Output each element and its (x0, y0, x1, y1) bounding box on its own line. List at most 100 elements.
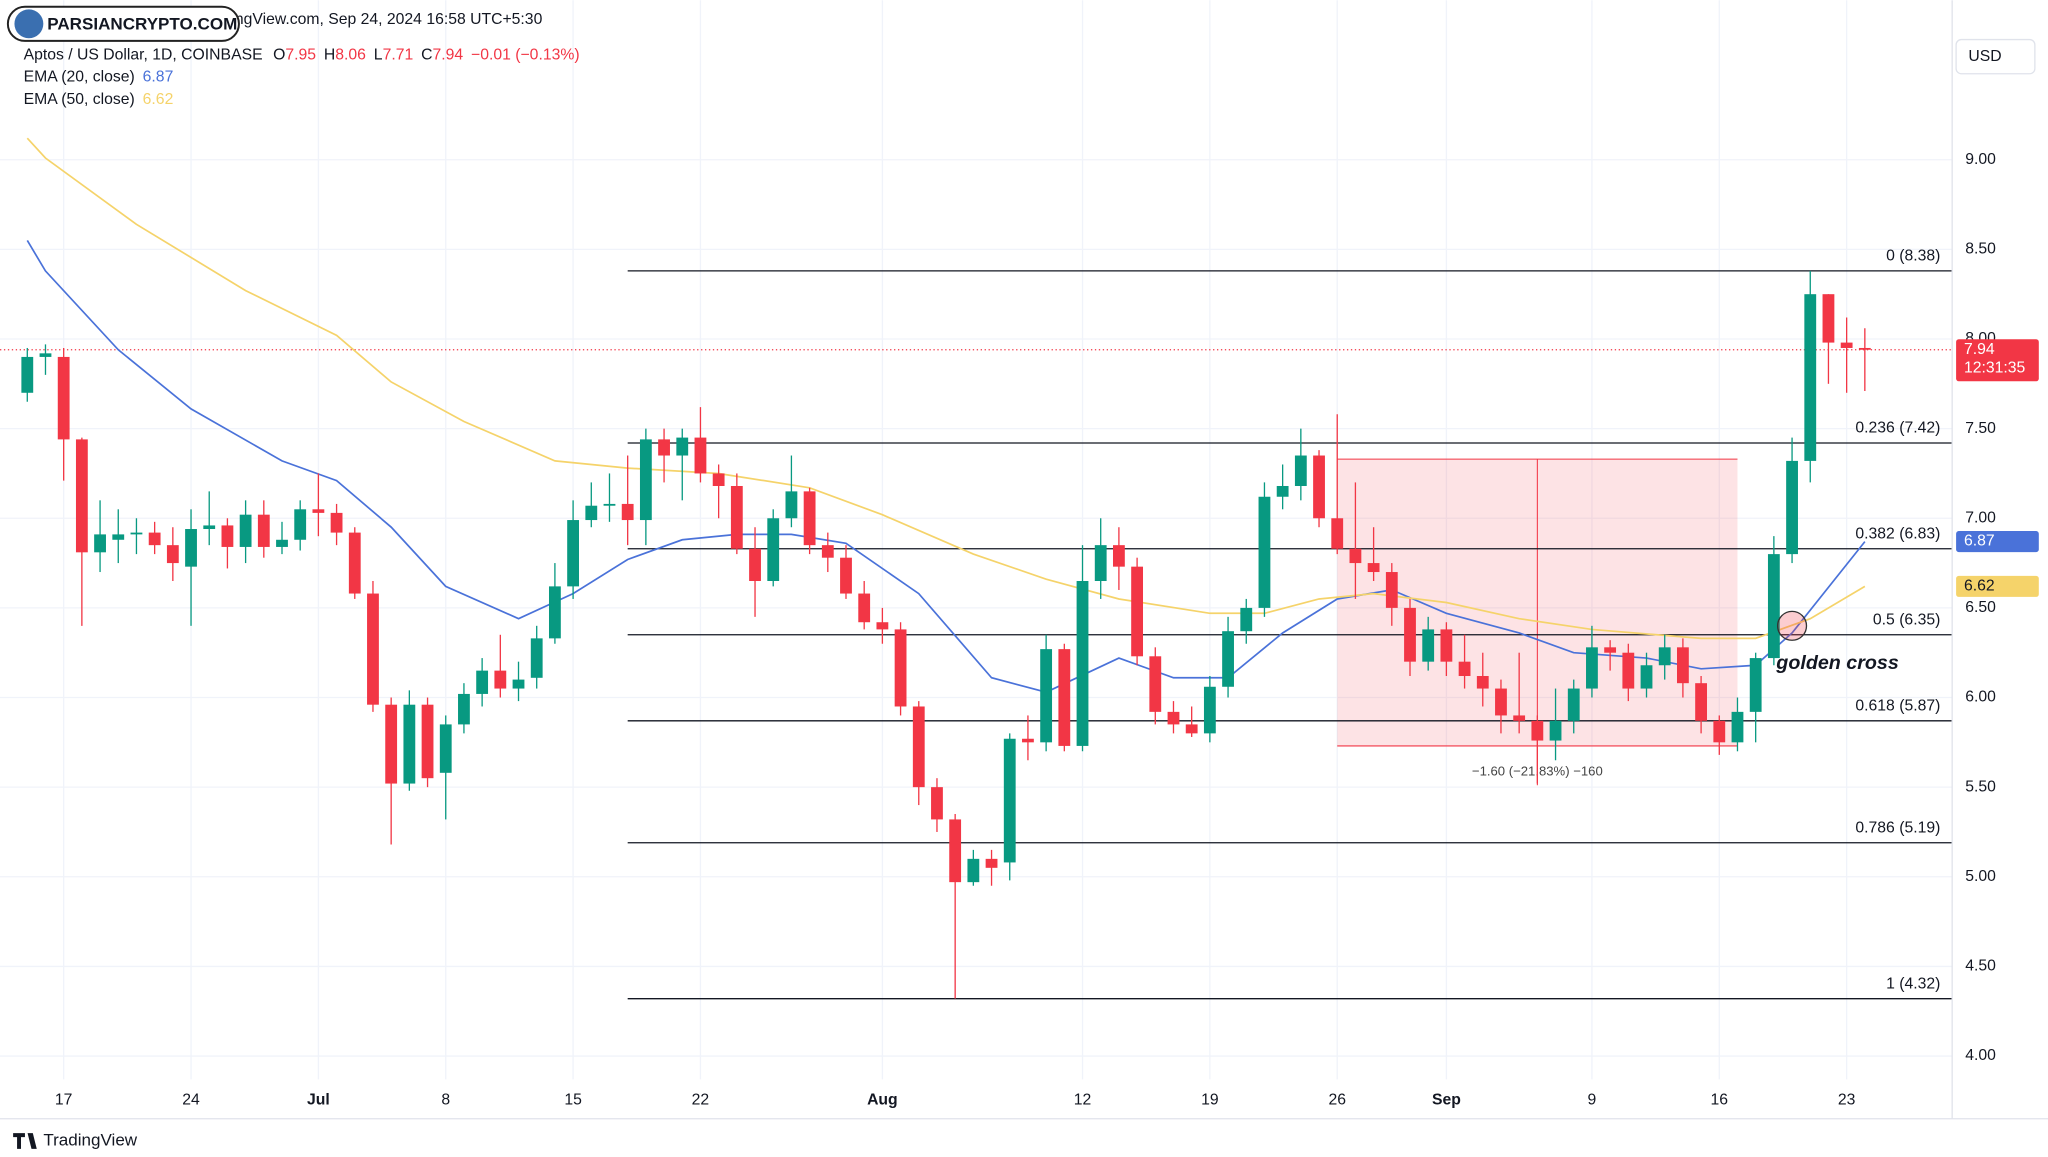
candle-body (1076, 581, 1089, 746)
legend-part: 6.87 (143, 69, 174, 86)
x-tick-label: 24 (182, 1092, 200, 1109)
legend-part: L (374, 46, 383, 63)
candle-body (403, 704, 416, 784)
y-tick-label: 5.50 (1965, 778, 1996, 795)
ema50-tag: 6.62 (1964, 578, 1995, 595)
candle-body (985, 858, 998, 868)
candle-body (1622, 652, 1635, 689)
candle-body (367, 593, 379, 705)
candle-body (1240, 607, 1253, 632)
candle-body (75, 439, 88, 553)
legend-part: 6.62 (143, 91, 174, 108)
candle-body (1731, 711, 1744, 743)
candle-body (1567, 688, 1580, 721)
candle-body (203, 525, 216, 530)
legend-part: H (324, 46, 335, 63)
candle-body (1695, 683, 1708, 721)
fib-label: 0.236 (7.42) (1855, 420, 1940, 437)
candle-body (821, 545, 834, 558)
x-tick-label: 16 (1711, 1092, 1729, 1109)
legend-part: EMA (50, close) (24, 91, 135, 108)
candle-body (876, 622, 889, 630)
candle-body (658, 439, 670, 456)
candle-body (312, 509, 325, 513)
x-tick-label: 19 (1201, 1092, 1219, 1109)
candle-body (1131, 566, 1144, 657)
y-tick-label: 7.00 (1965, 509, 1996, 526)
y-tick-label: 4.00 (1965, 1047, 1996, 1064)
candle-body (1822, 294, 1835, 343)
symbol-header: Aptos / US Dollar, 1D, COINBASE O7.95 H8.0… (24, 46, 580, 63)
candle-body (57, 356, 70, 440)
candle-body (221, 525, 234, 547)
x-tick-label: Sep (1432, 1092, 1461, 1109)
candle-body (39, 353, 52, 357)
legend-part: Aptos / US Dollar, 1D, COINBASE (24, 46, 263, 63)
currency-frame[interactable] (1955, 38, 2036, 75)
candle-body (585, 505, 598, 521)
candle-body (1404, 607, 1416, 662)
candle-body (894, 629, 907, 707)
candle-body (1022, 738, 1034, 743)
candle-body (1440, 629, 1453, 662)
candle-body (439, 724, 452, 773)
candle-body (1167, 711, 1180, 725)
candle-body (330, 512, 343, 533)
candle-body (785, 491, 798, 519)
ema-line (26, 137, 1866, 640)
watermark-badge: PARSIANCRYPTO.COM (6, 5, 240, 42)
legend-part: 7.95 (285, 46, 316, 63)
candle-body (1222, 631, 1234, 687)
candle-body (567, 520, 580, 587)
x-tick-label: 22 (692, 1092, 710, 1109)
legend-part: 7.94 (432, 46, 463, 63)
usd-button[interactable]: USD (1955, 38, 2036, 75)
candle-body (1313, 455, 1325, 519)
candle-body (1149, 656, 1162, 712)
x-tick-label: 23 (1838, 1092, 1856, 1109)
candle-body (1003, 738, 1016, 863)
legend-entry: EMA (20, close) 6.87 (24, 69, 174, 86)
candle-body (858, 593, 871, 623)
candle-body (1367, 563, 1380, 573)
candle-body (1858, 347, 1871, 350)
ema20-tag-bg (1956, 531, 2039, 553)
y-tick-label: 8.50 (1965, 241, 1996, 258)
candle-body (1840, 342, 1853, 348)
y-tick-label: 4.50 (1965, 958, 1996, 975)
legend-part: C (421, 46, 432, 63)
candle-body (1203, 686, 1216, 734)
candle-body (1331, 518, 1344, 549)
candle-body (94, 534, 106, 553)
candle-body (694, 437, 707, 474)
candle-body (676, 437, 689, 456)
candle-body (1804, 294, 1817, 461)
fib-label: 1 (4.32) (1886, 975, 1940, 992)
candle-body (1422, 629, 1435, 662)
candle-body (1749, 658, 1762, 712)
candle-body (348, 532, 361, 594)
legend-part: EMA (20, close) (24, 69, 135, 86)
candle-body (548, 586, 561, 639)
candle-body (1604, 647, 1617, 653)
y-tick-label: 5.00 (1965, 868, 1996, 885)
candle-body (1349, 548, 1362, 564)
candle-body (1476, 676, 1489, 689)
candle-body (1112, 545, 1125, 567)
candle-body (1658, 647, 1671, 666)
candle-body (1513, 715, 1526, 721)
x-tick-label: Aug (867, 1092, 898, 1109)
candle-body (294, 509, 307, 540)
candle-body (1767, 554, 1780, 659)
candle-body (1640, 665, 1653, 689)
watermark-text: PARSIANCRYPTO.COM (47, 15, 237, 34)
currency-label[interactable]: USD (1968, 48, 2001, 65)
candle-body (185, 529, 197, 567)
candle-body (1586, 647, 1598, 689)
candle-body (276, 539, 288, 547)
candle-body (639, 439, 652, 521)
candle-body (385, 704, 398, 784)
candle-body (1294, 455, 1307, 486)
